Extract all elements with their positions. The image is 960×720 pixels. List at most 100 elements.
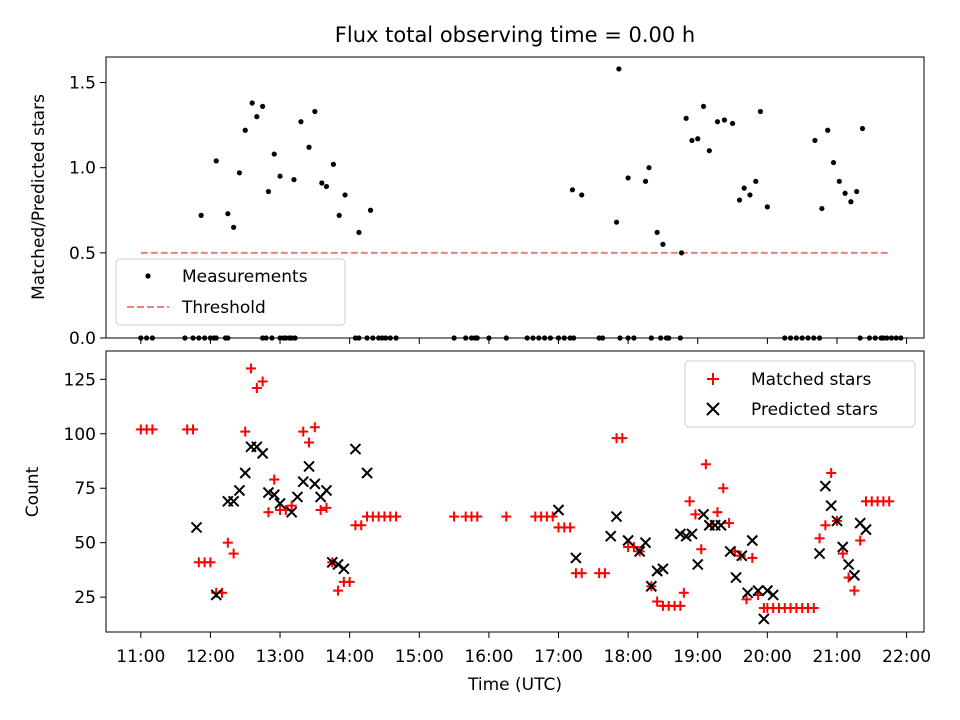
bottom-x-tick-label: 22:00 bbox=[882, 647, 931, 667]
measurement-point bbox=[569, 187, 576, 193]
predicted-star-point bbox=[338, 563, 350, 575]
predicted-star-point bbox=[291, 491, 304, 503]
measurement-point bbox=[706, 148, 712, 154]
measurement-point bbox=[642, 178, 649, 184]
top-plot-frame bbox=[105, 56, 925, 339]
matched-star-point bbox=[257, 376, 268, 387]
matched-star-point bbox=[808, 603, 819, 614]
measurement-point bbox=[242, 127, 248, 133]
measurement-point bbox=[678, 250, 685, 256]
measurement-point bbox=[291, 177, 297, 183]
predicted-star-point bbox=[724, 545, 736, 558]
measurement-point bbox=[249, 100, 255, 106]
x-axis-label: Time (UTC) bbox=[467, 675, 562, 695]
matched-star-point bbox=[684, 496, 695, 507]
matched-star-point bbox=[205, 557, 216, 568]
measurement-point bbox=[736, 197, 743, 203]
measurement-point bbox=[579, 192, 585, 198]
predicted-star-point bbox=[752, 584, 764, 597]
matched-star-point bbox=[741, 594, 752, 605]
matched-star-point bbox=[188, 424, 199, 435]
matched-star-point bbox=[628, 542, 639, 553]
measurement-point bbox=[753, 178, 759, 184]
matched-star-point bbox=[814, 533, 825, 544]
measurement-point bbox=[660, 241, 666, 247]
predicted-star-point bbox=[303, 460, 315, 473]
chart-title: Flux total observing time = 0.00 h bbox=[335, 23, 695, 47]
measurement-point bbox=[741, 185, 747, 191]
measurement-point bbox=[342, 192, 348, 198]
predicted-star-point bbox=[297, 475, 309, 488]
measurement-point bbox=[298, 119, 304, 125]
measurement-point bbox=[714, 119, 721, 125]
matched-star-point bbox=[855, 535, 866, 546]
measurement-point bbox=[695, 136, 701, 142]
measurement-point bbox=[323, 183, 330, 190]
measurement-point bbox=[213, 158, 219, 164]
predicted-star-point bbox=[758, 613, 770, 625]
bottom-plot-frame bbox=[105, 350, 925, 633]
measurement-point bbox=[260, 103, 266, 109]
measurement-point bbox=[825, 127, 831, 133]
measurement-point bbox=[225, 211, 231, 217]
predicted-star-point bbox=[730, 571, 742, 584]
matched-star-point bbox=[820, 520, 831, 531]
matched-star-point bbox=[712, 507, 723, 518]
measurement-point bbox=[812, 137, 818, 144]
measurement-point bbox=[854, 188, 860, 195]
matched-star-point bbox=[718, 483, 729, 494]
predicted-star-point bbox=[285, 506, 298, 518]
measurement-point bbox=[330, 161, 337, 167]
bottom-x-tick-label: 20:00 bbox=[743, 647, 792, 667]
matched-star-point bbox=[333, 585, 344, 596]
matched-star-point bbox=[356, 520, 367, 531]
bottom-x-tick-label: 17:00 bbox=[534, 647, 583, 667]
matched-star-point bbox=[147, 424, 158, 435]
bottom-legend: Matched stars Predicted stars bbox=[684, 360, 916, 428]
measurement-point bbox=[859, 125, 866, 132]
measurement-point bbox=[764, 204, 770, 210]
measurement-point bbox=[683, 115, 689, 121]
measurement-point bbox=[271, 151, 277, 157]
bottom-x-tick-label: 11:00 bbox=[116, 647, 165, 667]
measurement-point bbox=[613, 219, 620, 225]
bottom-x-tick-label: 18:00 bbox=[604, 647, 653, 667]
matched-star-point bbox=[315, 505, 326, 516]
bottom-x-tick-label: 15:00 bbox=[395, 647, 444, 667]
matched-star-point bbox=[222, 537, 233, 548]
predicted-star-point bbox=[570, 552, 582, 564]
matched-star-point bbox=[675, 600, 686, 611]
bottom-y-tick-label: 25 bbox=[74, 588, 96, 608]
matched-star-point bbox=[309, 422, 320, 433]
top-legend-box bbox=[115, 258, 346, 326]
measurement-point bbox=[616, 66, 622, 72]
legend-label-measurements: Measurements bbox=[182, 267, 308, 287]
matched-star-point bbox=[884, 496, 895, 507]
measurement-point bbox=[747, 192, 753, 198]
top-y-axis-label: Matched/Predicted stars bbox=[29, 94, 49, 300]
measurement-point bbox=[700, 103, 707, 109]
predicted-star-point bbox=[233, 484, 246, 497]
matched-star-point bbox=[251, 383, 262, 394]
top-tick-group: 0.0 0.5 1.0 1.5 bbox=[69, 74, 908, 349]
matched-star-point bbox=[263, 507, 274, 518]
top-legend: Measurements Threshold bbox=[115, 258, 346, 326]
bottom-x-tick-label: 13:00 bbox=[256, 647, 305, 667]
matched-star-point bbox=[472, 511, 483, 522]
bottom-panel: Count Time (UTC) 25 50 75 100 125 11:00 12:00 1… bbox=[23, 350, 931, 695]
predicted-star-point bbox=[610, 510, 623, 523]
predicted-star-point bbox=[227, 495, 240, 508]
predicted-star-point bbox=[274, 497, 286, 510]
predicted-star-point bbox=[813, 547, 826, 560]
bottom-y-tick-label: 50 bbox=[74, 534, 96, 554]
matched-star-point bbox=[298, 426, 309, 437]
predicted-star-point bbox=[767, 589, 779, 601]
matched-star-point bbox=[617, 433, 628, 444]
matched-star-point bbox=[269, 474, 280, 485]
matched-star-point bbox=[246, 363, 257, 374]
matched-star-point bbox=[837, 548, 848, 559]
predicted-star-point bbox=[605, 530, 617, 542]
predicted-star-point bbox=[268, 489, 280, 501]
measurement-point bbox=[231, 224, 237, 230]
